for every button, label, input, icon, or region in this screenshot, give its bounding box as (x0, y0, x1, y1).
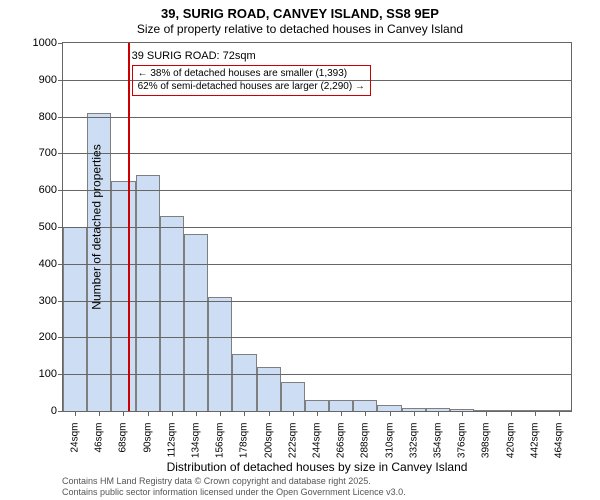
x-tick-label: 288sqm (360, 423, 371, 459)
x-tick-mark (244, 411, 245, 416)
x-tick-mark (123, 411, 124, 416)
histogram-bar (232, 354, 256, 411)
grid-line (63, 264, 571, 265)
histogram-bar (305, 400, 329, 411)
x-tick-label: 24sqm (70, 423, 81, 453)
x-tick-label: 332sqm (408, 423, 419, 459)
x-tick-mark (535, 411, 536, 416)
y-axis-label: Number of detached properties (90, 144, 104, 309)
y-tick-mark (58, 264, 63, 265)
histogram-bar (208, 297, 232, 411)
property-marker-line (128, 43, 130, 411)
x-tick-label: 46sqm (94, 423, 105, 453)
x-tick-label: 134sqm (191, 423, 202, 459)
y-tick-mark (58, 374, 63, 375)
x-tick-mark (293, 411, 294, 416)
x-tick-label: 112sqm (166, 423, 177, 458)
x-tick-label: 442sqm (529, 423, 540, 459)
y-tick-mark (58, 227, 63, 228)
x-tick-label: 156sqm (215, 423, 226, 459)
x-tick-mark (390, 411, 391, 416)
chart-title-main: 39, SURIG ROAD, CANVEY ISLAND, SS8 9EP (0, 6, 600, 21)
x-tick-label: 420sqm (505, 423, 516, 459)
histogram-bar (184, 234, 208, 411)
x-tick-label: 244sqm (312, 423, 323, 459)
x-tick-label: 398sqm (481, 423, 492, 459)
x-tick-label: 178sqm (239, 423, 250, 459)
annotation-title: 39 SURIG ROAD: 72sqm (132, 50, 256, 62)
x-axis-label: Distribution of detached houses by size … (167, 460, 468, 474)
x-tick-mark (269, 411, 270, 416)
histogram-bar (353, 400, 377, 411)
grid-line (63, 153, 571, 154)
x-tick-label: 354sqm (432, 423, 443, 459)
x-tick-mark (99, 411, 100, 416)
grid-line (63, 374, 571, 375)
histogram-bar (329, 400, 353, 411)
x-tick-mark (438, 411, 439, 416)
plot-area: 39 SURIG ROAD: 72sqm ← 38% of detached ho… (62, 42, 572, 412)
y-tick-mark (58, 117, 63, 118)
chart-title-sub: Size of property relative to detached ho… (0, 22, 600, 36)
grid-line (63, 227, 571, 228)
credits-block: Contains HM Land Registry data © Crown c… (62, 476, 406, 498)
credits-line: Contains public sector information licen… (62, 487, 406, 498)
x-tick-mark (75, 411, 76, 416)
x-tick-label: 68sqm (118, 423, 129, 453)
histogram-bar (63, 227, 87, 411)
x-tick-label: 310sqm (384, 423, 395, 459)
histogram-bar (136, 175, 160, 411)
x-tick-mark (148, 411, 149, 416)
x-tick-mark (172, 411, 173, 416)
histogram-bar (160, 216, 184, 411)
x-tick-mark (317, 411, 318, 416)
x-tick-label: 376sqm (457, 423, 468, 459)
x-tick-mark (511, 411, 512, 416)
x-tick-mark (486, 411, 487, 416)
y-tick-mark (58, 153, 63, 154)
x-tick-mark (559, 411, 560, 416)
y-tick-mark (58, 301, 63, 302)
annotation-line: 62% of semi-detached houses are larger (… (138, 81, 365, 94)
grid-line (63, 190, 571, 191)
x-tick-label: 90sqm (142, 423, 153, 453)
x-tick-label: 222sqm (287, 423, 298, 459)
x-tick-mark (220, 411, 221, 416)
grid-line (63, 301, 571, 302)
x-tick-label: 200sqm (263, 423, 274, 459)
grid-line (63, 117, 571, 118)
grid-line (63, 337, 571, 338)
histogram-bar (281, 382, 305, 411)
plot-container: 39 SURIG ROAD: 72sqm ← 38% of detached ho… (62, 42, 572, 412)
x-tick-mark (462, 411, 463, 416)
y-tick-mark (58, 411, 63, 412)
x-tick-mark (414, 411, 415, 416)
x-tick-mark (196, 411, 197, 416)
y-tick-mark (58, 43, 63, 44)
x-tick-mark (341, 411, 342, 416)
y-tick-mark (58, 80, 63, 81)
annotation-line: ← 38% of detached houses are smaller (1,… (138, 68, 365, 81)
y-tick-mark (58, 337, 63, 338)
annotation-box: ← 38% of detached houses are smaller (1,… (132, 65, 371, 96)
x-tick-label: 464sqm (553, 423, 564, 459)
histogram-bar (111, 181, 135, 411)
x-tick-label: 266sqm (336, 423, 347, 459)
x-tick-mark (365, 411, 366, 416)
credits-line: Contains HM Land Registry data © Crown c… (62, 476, 406, 487)
chart-titles: 39, SURIG ROAD, CANVEY ISLAND, SS8 9EP S… (0, 0, 600, 36)
y-tick-mark (58, 190, 63, 191)
